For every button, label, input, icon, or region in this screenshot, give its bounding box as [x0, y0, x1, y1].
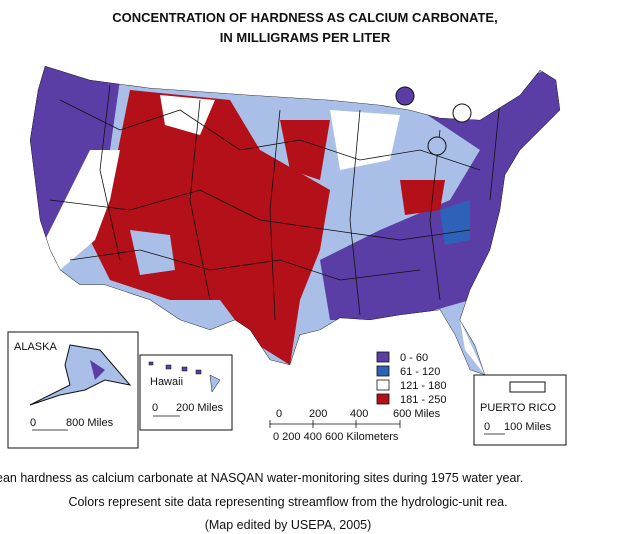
alaska-shape — [29, 344, 132, 406]
inset-label: Hawaii — [150, 376, 183, 388]
title-line: IN MILLIGRAMS PER LITER — [220, 30, 391, 45]
legend-label: 181 - 250 — [400, 394, 446, 406]
legend-label: 61 - 120 — [400, 366, 440, 378]
legend-swatch — [376, 393, 390, 405]
scale-label: 200 Miles — [176, 402, 224, 414]
scale-miles: 0 — [276, 408, 282, 420]
legend-swatch — [376, 379, 390, 391]
legend-swatch — [376, 365, 390, 377]
scale-miles: 600 Miles — [393, 408, 441, 420]
scale-kilometers: 0 200 400 600 Kilometers — [273, 431, 399, 443]
scale-label: 100 Miles — [504, 421, 552, 433]
site-marker — [395, 86, 415, 106]
scale-miles: 200 — [309, 408, 327, 420]
scale-zero: 0 — [30, 417, 36, 429]
caption-line: (Map edited by USEPA, 2005) — [205, 518, 372, 532]
legend: 0 - 60 61 - 120 121 - 180 181 - 250 — [376, 351, 446, 406]
scale-zero: 0 — [484, 421, 490, 433]
caption-line: Colors represent site data representing … — [68, 495, 507, 509]
caption-line: ean hardness as calcium carbonate at NAS… — [0, 471, 523, 485]
legend-label: 121 - 180 — [400, 380, 446, 392]
inset-label: PUERTO RICO — [480, 402, 556, 414]
site-marker — [452, 103, 472, 123]
hawaii-inset — [139, 354, 233, 431]
scale-zero: 0 — [152, 402, 158, 414]
legend-swatch — [376, 351, 390, 363]
site-marker — [427, 136, 447, 156]
inset-label: ALASKA — [14, 341, 57, 353]
legend-label: 0 - 60 — [400, 352, 428, 364]
title-line: CONCENTRATION OF HARDNESS AS CALCIUM CAR… — [112, 10, 497, 25]
scale-miles: 400 — [350, 408, 368, 420]
scale-label: 800 Miles — [66, 417, 114, 429]
